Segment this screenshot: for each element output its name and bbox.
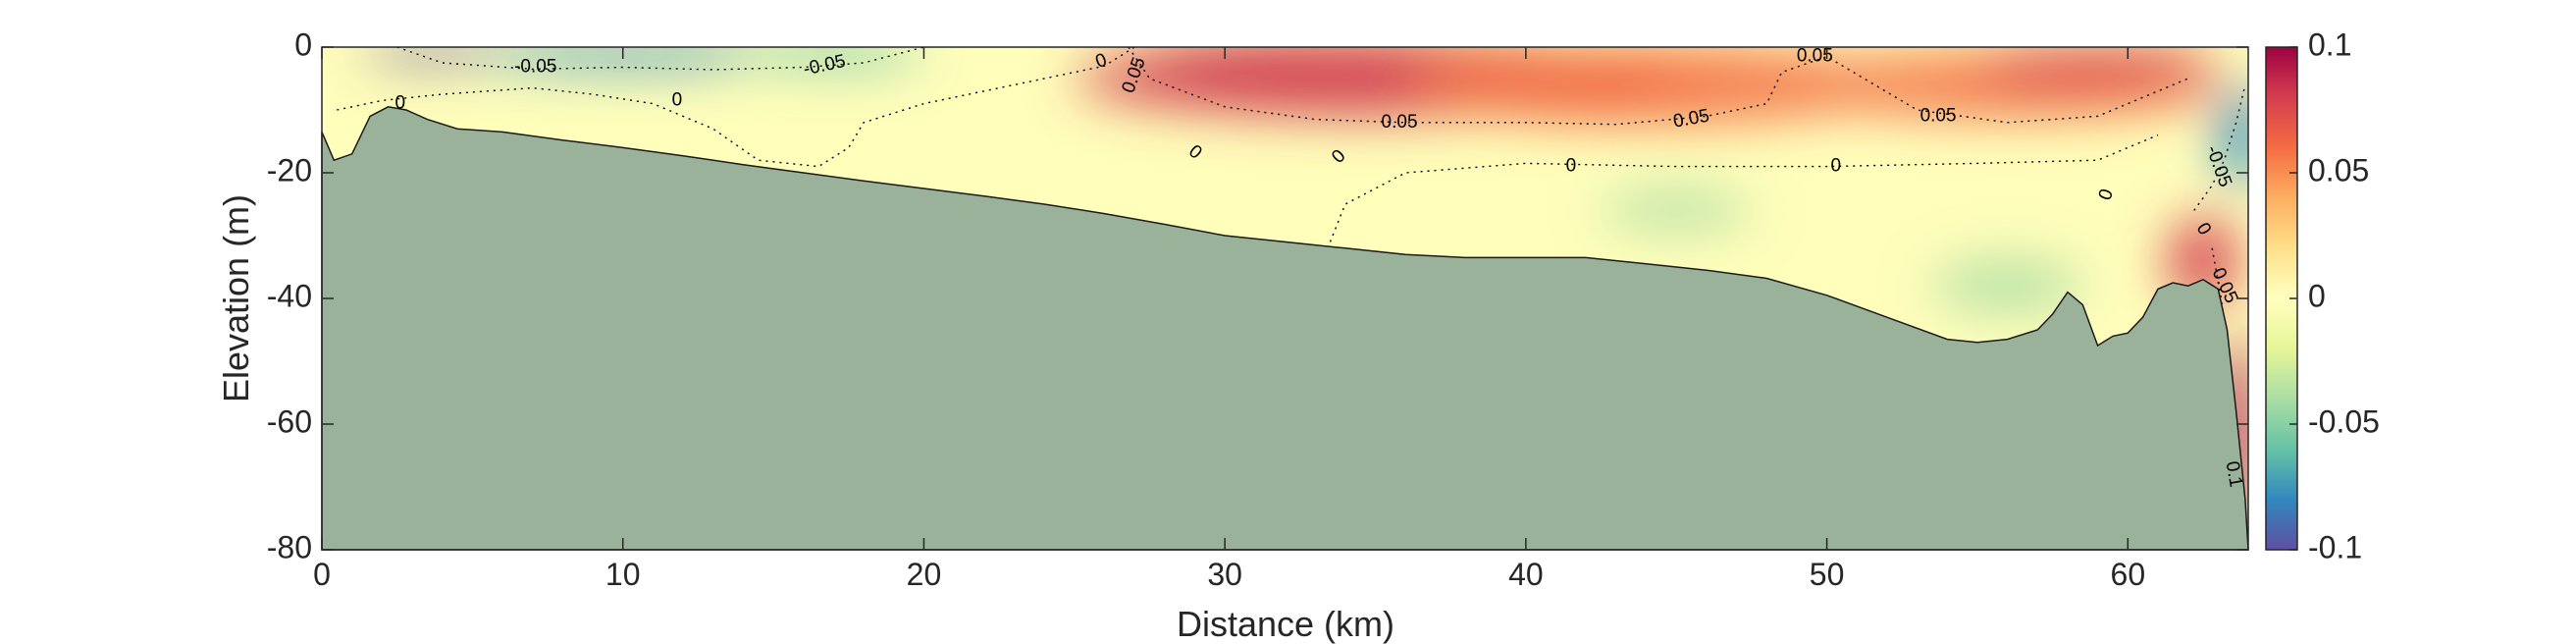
contour-label: 0.05 <box>1797 46 1833 67</box>
x-tick-label: 20 <box>907 557 942 592</box>
y-axis: 0 -20 -40 -60 -80 <box>267 27 2248 564</box>
contour-label: 0 <box>1831 156 1842 177</box>
x-tick-label: 0 <box>313 557 331 592</box>
anomaly-region <box>1976 47 2219 85</box>
colorbar: 0.1 0.05 0 -0.05 -0.1 <box>2265 27 2380 564</box>
colorbar-tick-label: -0.1 <box>2308 529 2362 564</box>
y-tick-label: -80 <box>267 529 312 564</box>
anomaly-region <box>1601 191 1752 230</box>
y-tick-label: -60 <box>267 403 312 439</box>
contour-label: 0.05 <box>1920 105 1957 126</box>
x-tick-label: 40 <box>1508 557 1544 592</box>
contour-lines <box>337 47 2246 519</box>
seabed-bathymetry <box>321 106 2249 551</box>
contour-label: 0.1 <box>2222 459 2246 489</box>
x-tick-label: 10 <box>605 557 641 592</box>
x-tick-label: 30 <box>1207 557 1242 592</box>
anomaly-region <box>1405 47 1887 123</box>
x-axis-label: Distance (km) <box>1177 604 1394 644</box>
contour-line <box>396 47 924 71</box>
x-axis: 0 10 20 30 40 50 60 <box>313 47 2145 592</box>
contour-label: 0.05 <box>1382 112 1418 133</box>
colorbar-ticks: 0.1 0.05 0 -0.05 -0.1 <box>2289 27 2380 564</box>
contour-label: 0 <box>1566 156 1577 177</box>
anomaly-region <box>360 47 512 62</box>
anomaly-region <box>1931 260 2083 311</box>
anomaly-region <box>2218 84 2248 186</box>
contour-label: 0 <box>672 89 683 110</box>
colorbar-tick-label: 0.1 <box>2308 27 2351 62</box>
y-axis-label: Elevation (m) <box>216 194 256 402</box>
y-tick-label: -20 <box>267 152 312 188</box>
anomaly-region <box>743 47 924 67</box>
y-tick-label: 0 <box>294 27 312 62</box>
contour-label: 0 <box>394 93 405 114</box>
plot-area: -0.05 -0.050 00 00 0.050.05 0.050.050.050 000-… <box>321 46 2249 551</box>
x-tick-label: 60 <box>2111 557 2146 592</box>
colorbar-tick-label: -0.05 <box>2308 403 2380 439</box>
x-tick-label: 50 <box>1810 557 1845 592</box>
contour-line <box>1329 134 2159 242</box>
colorbar-tick-label: 0 <box>2308 278 2326 313</box>
contour-line <box>2193 84 2246 211</box>
contour-line <box>337 47 1135 168</box>
anomaly-region <box>2167 216 2239 305</box>
y-tick-label: -40 <box>267 278 312 313</box>
contour-label: -0.05 <box>514 56 556 77</box>
colorbar-tick-label: 0.05 <box>2308 152 2369 188</box>
